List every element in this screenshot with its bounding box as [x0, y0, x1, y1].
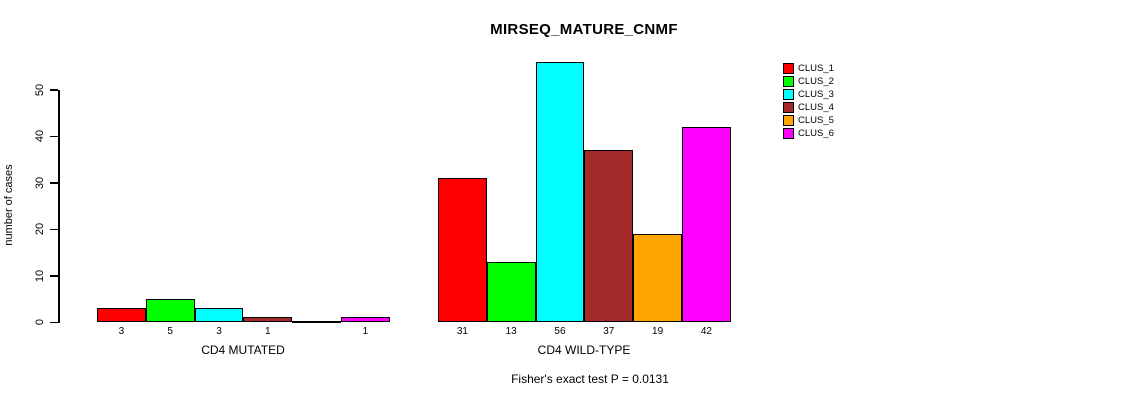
y-tick-label: 30 — [34, 176, 46, 189]
bar-value-label: 13 — [505, 326, 517, 337]
group-label-cd4-wild-type: CD4 WILD-TYPE — [537, 343, 631, 357]
y-tick — [50, 275, 58, 277]
bar-clus_6-mutated — [341, 317, 390, 322]
legend-label: CLUS_2 — [798, 76, 834, 87]
bar-clus_4-wild-type — [584, 150, 634, 322]
bar-value-label: 19 — [652, 326, 664, 337]
legend-item-clus_5: CLUS_5 — [783, 114, 834, 127]
bar-clus_1-wild-type — [438, 178, 487, 322]
bar-value-label: 1 — [362, 326, 369, 337]
bar-value-label: 42 — [700, 326, 712, 337]
legend-label: CLUS_1 — [798, 63, 834, 74]
bar-clus_4-mutated — [243, 317, 293, 322]
bar-zero-line-clus_5 — [292, 321, 341, 323]
chart-title: MIRSEQ_MATURE_CNMF — [490, 21, 678, 38]
y-tick-label: 20 — [34, 222, 46, 236]
fisher-test-annotation: Fisher's exact test P = 0.0131 — [511, 372, 669, 386]
legend-swatch-clus_5 — [783, 115, 794, 126]
legend-label: CLUS_6 — [798, 128, 834, 139]
y-tick-label: 10 — [34, 269, 46, 282]
bar-value-label: 31 — [456, 326, 468, 337]
y-tick-label: 40 — [34, 129, 46, 143]
bar-value-label: 1 — [265, 326, 271, 337]
bar-value-label: 5 — [167, 326, 173, 337]
y-tick — [50, 89, 58, 91]
bar-clus_2-mutated — [145, 299, 195, 322]
legend-swatch-clus_1 — [783, 63, 794, 74]
y-tick — [50, 321, 58, 323]
group-label-cd4-mutated: CD4 MUTATED — [201, 343, 285, 357]
legend-item-clus_2: CLUS_2 — [783, 75, 834, 88]
bar-clus_1-mutated — [97, 308, 146, 322]
legend-item-clus_1: CLUS_1 — [783, 62, 834, 75]
legend-swatch-clus_3 — [783, 89, 794, 100]
y-axis-label: number of cases — [3, 164, 15, 246]
y-tick — [50, 182, 58, 184]
y-axis-line — [58, 89, 60, 323]
legend-label: CLUS_4 — [798, 102, 834, 113]
bar-clus_5-wild-type — [633, 234, 682, 322]
y-tick — [50, 228, 58, 230]
legend-label: CLUS_5 — [798, 115, 834, 126]
legend: CLUS_1 CLUS_2 CLUS_3 CLUS_4 CLUS_5 CLUS_6 — [783, 62, 834, 140]
legend-item-clus_3: CLUS_3 — [783, 88, 834, 101]
legend-label: CLUS_3 — [798, 89, 834, 100]
legend-swatch-clus_2 — [783, 76, 794, 87]
y-tick-label: 0 — [34, 318, 46, 326]
legend-item-clus_6: CLUS_6 — [783, 127, 834, 140]
bar-value-label: 3 — [118, 326, 125, 337]
bar-clus_6-wild-type — [682, 127, 731, 322]
y-tick — [50, 135, 58, 137]
bar-clus_3-mutated — [194, 308, 244, 322]
legend-item-clus_4: CLUS_4 — [783, 101, 834, 114]
y-tick-label: 50 — [34, 83, 46, 96]
bar-value-label: 56 — [554, 326, 566, 337]
bar-value-label: 37 — [603, 326, 615, 337]
legend-swatch-clus_4 — [783, 102, 794, 113]
bar-clus_3-wild-type — [535, 62, 585, 322]
bar-clus_2-wild-type — [486, 262, 536, 322]
legend-swatch-clus_6 — [783, 128, 794, 139]
bar-value-label: 3 — [216, 326, 222, 337]
